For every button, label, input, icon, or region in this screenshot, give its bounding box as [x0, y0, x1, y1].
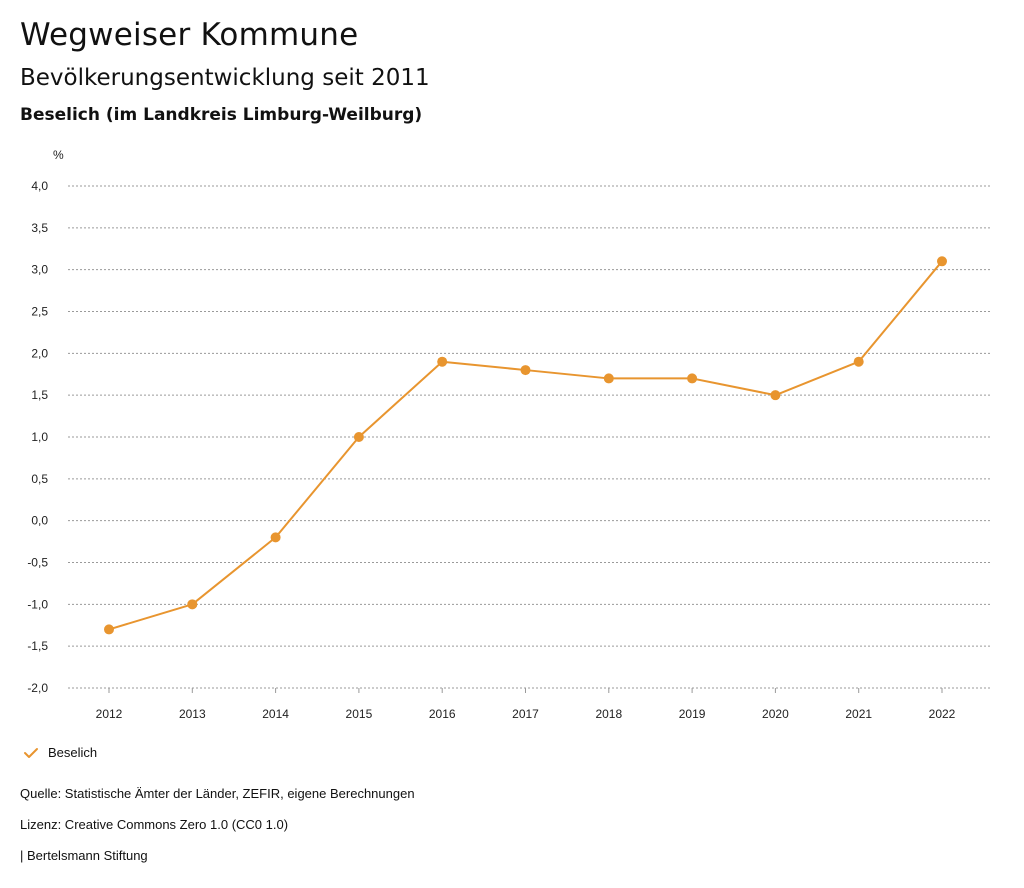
data-point-2015[interactable]	[353, 432, 364, 442]
x-tick-label: 2013	[179, 707, 206, 721]
data-point-2014[interactable]	[270, 532, 281, 543]
y-tick-label: 1,5	[31, 388, 48, 402]
x-tick-label: 2017	[512, 707, 539, 721]
x-tick-label: 2015	[346, 707, 373, 721]
data-point-2021[interactable]	[853, 356, 864, 367]
chart-legend[interactable]: Beselich	[22, 745, 97, 760]
y-tick-label: -0,5	[27, 556, 48, 570]
grid-lines	[68, 185, 990, 689]
data-point-2022[interactable]	[937, 256, 947, 267]
x-tick-label: 2014	[262, 707, 289, 721]
data-point-2012[interactable]	[104, 624, 114, 635]
x-tick-label: 2012	[96, 707, 123, 721]
x-tick-label: 2016	[429, 707, 456, 721]
series-beselich	[104, 256, 947, 635]
y-tick-label: 0,0	[31, 514, 48, 528]
y-tick-label: -2,0	[27, 681, 48, 695]
x-tick-label: 2019	[679, 707, 706, 721]
x-tick-label: 2022	[929, 707, 956, 721]
y-tick-label: 4,0	[31, 179, 48, 193]
y-tick-label: -1,0	[27, 597, 48, 611]
data-point-2016[interactable]	[437, 356, 448, 367]
publisher-note: | Bertelsmann Stiftung	[20, 848, 148, 863]
chart-subtitle: Bevölkerungsentwicklung seit 2011	[20, 65, 430, 91]
y-axis-ticks: 4,0 3,5 3,0 2,5 2,0 1,5 1,0 0,5 0,0 -0,5 -1,0 -1,5 -…	[27, 179, 48, 695]
y-tick-label: 2,0	[31, 346, 48, 360]
data-point-2019[interactable]	[687, 373, 698, 384]
data-point-2018[interactable]	[603, 373, 614, 384]
source-note: Quelle: Statistische Ämter der Länder, Z…	[20, 786, 415, 801]
x-axis-ticks: 2012 2013 2014 2015 2016 2017 2018 2019 2020 2021…	[96, 688, 956, 721]
y-axis-unit-label: %	[53, 148, 64, 162]
series-line	[108, 260, 943, 631]
y-tick-label: 2,5	[31, 305, 48, 319]
x-tick-label: 2020	[762, 707, 789, 721]
data-point-2017[interactable]	[520, 365, 531, 376]
y-tick-label: 3,5	[31, 221, 48, 235]
license-note: Lizenz: Creative Commons Zero 1.0 (CC0 1…	[20, 817, 289, 832]
region-label: Beselich (im Landkreis Limburg-Weilburg)	[20, 105, 423, 125]
checkmark-icon	[24, 747, 38, 758]
y-tick-label: 3,0	[31, 263, 48, 277]
y-tick-label: 1,0	[31, 430, 48, 444]
legend-item-label: Beselich	[48, 745, 98, 760]
page-title: Wegweiser Kommune	[20, 17, 359, 53]
data-point-2013[interactable]	[187, 599, 198, 610]
line-chart: % 4,0 3,5 3,0 2,5 2,0 1,5 1,0 0,5 0,0 -0,5 -1,0 -1,…	[27, 148, 990, 721]
y-tick-label: 0,5	[31, 472, 48, 486]
x-tick-label: 2021	[845, 707, 872, 721]
data-point-2020[interactable]	[770, 390, 781, 401]
x-tick-label: 2018	[595, 707, 622, 721]
y-tick-label: -1,5	[27, 639, 48, 653]
